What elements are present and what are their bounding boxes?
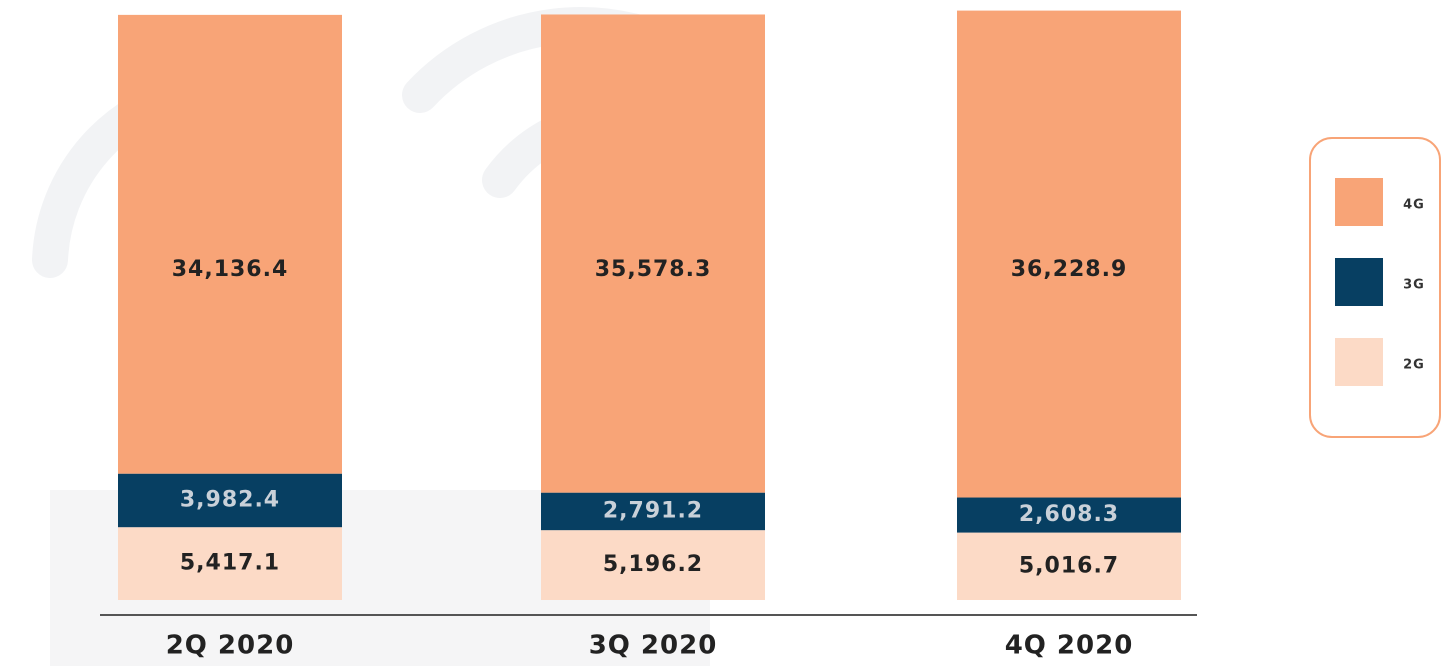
value-label: 34,136.4 [172, 257, 289, 282]
value-label: 36,228.9 [1011, 257, 1128, 282]
value-label: 5,016.7 [1019, 553, 1119, 578]
value-label: 2,608.3 [1019, 502, 1119, 527]
legend-swatch [1335, 338, 1383, 386]
bar-segment [957, 497, 1181, 533]
legend-label: 4G [1403, 198, 1425, 213]
value-label: 5,417.1 [180, 551, 280, 576]
bar-segment [118, 14, 342, 474]
bar-segment [541, 530, 765, 600]
value-label: 5,196.2 [603, 552, 703, 577]
value-label: 2,791.2 [603, 498, 703, 523]
x-tick-label: 3Q 2020 [589, 631, 718, 661]
legend-swatch [1335, 258, 1383, 306]
legend-swatch [1335, 178, 1383, 226]
x-tick-label: 4Q 2020 [1005, 631, 1134, 661]
bar-segment [957, 10, 1181, 498]
bar-segment [541, 492, 765, 531]
value-label: 3,982.4 [180, 487, 280, 512]
bar-segment [118, 527, 342, 600]
legend-label: 2G [1403, 358, 1425, 373]
bar-segment [541, 14, 765, 493]
bar-segment [957, 532, 1181, 600]
value-label: 35,578.3 [595, 257, 712, 282]
legend-label: 3G [1403, 278, 1425, 293]
x-tick-label: 2Q 2020 [166, 631, 295, 661]
bar-segment [118, 473, 342, 528]
